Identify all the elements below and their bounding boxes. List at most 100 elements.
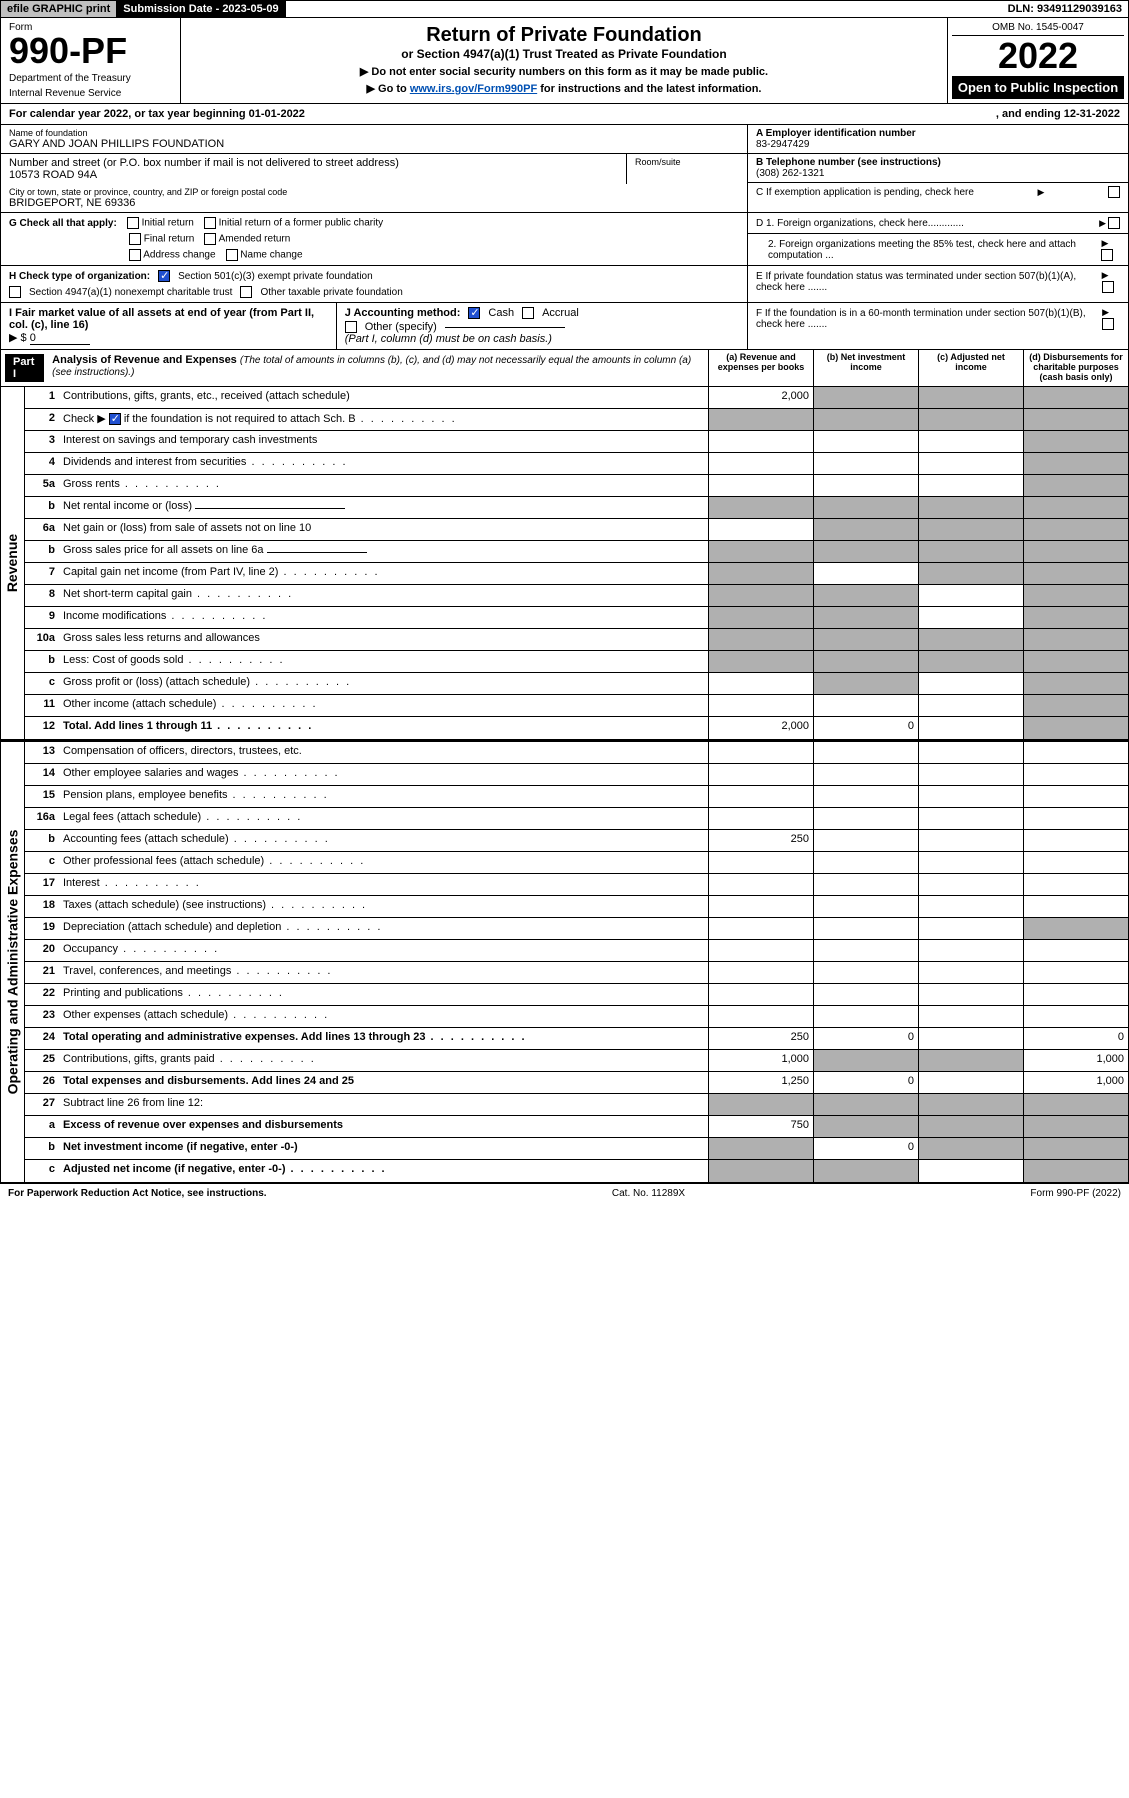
r11-c [918,695,1023,716]
g-d-block: G Check all that apply: Initial return I… [0,213,1129,266]
r16c-b [813,852,918,873]
r25-c [918,1050,1023,1071]
e-checkbox[interactable] [1102,281,1114,293]
chk-other-taxable[interactable] [240,286,252,298]
ln-7: 7 [25,563,59,584]
f-label: F If the foundation is in a 60-month ter… [756,308,1102,330]
chk-initial[interactable] [127,217,139,229]
d1-checkbox[interactable] [1108,217,1120,229]
r3-a [708,431,813,452]
row-11: 11Other income (attach schedule) [25,695,1128,717]
f-checkbox[interactable] [1102,318,1114,330]
row-12: 12Total. Add lines 1 through 112,0000 [25,717,1128,739]
row-25: 25Contributions, gifts, grants paid1,000… [25,1050,1128,1072]
chk-name-change[interactable] [226,249,238,261]
phone-label: B Telephone number (see instructions) [756,157,1120,168]
desc-11: Other income (attach schedule) [59,695,708,716]
r5a-b [813,475,918,496]
chk-sch-b[interactable] [109,413,121,425]
col-c-header: (c) Adjusted net income [918,350,1023,386]
irs-link[interactable]: www.irs.gov/Form990PF [410,83,537,95]
address-cell: Number and street (or P.O. box number if… [1,154,747,184]
r10c-d [1023,673,1128,694]
part1-title: Analysis of Revenue and Expenses [52,354,237,366]
r1-col-d [1023,387,1128,408]
r21-c [918,962,1023,983]
opex-body: 13Compensation of officers, directors, t… [25,742,1128,1182]
r10b-d [1023,651,1128,672]
r25-b [813,1050,918,1071]
desc-6b: Gross sales price for all assets on line… [59,541,708,562]
tax-year: 2022 [952,36,1124,76]
r9-c [918,607,1023,628]
desc-27b: Net investment income (if negative, ente… [59,1138,708,1159]
chk-final[interactable] [129,233,141,245]
r26-a: 1,250 [708,1072,813,1093]
desc-12: Total. Add lines 1 through 11 [59,717,708,739]
ln-26: 26 [25,1072,59,1093]
ln-5a: 5a [25,475,59,496]
foundation-name-cell: Name of foundation GARY AND JOAN PHILLIP… [1,125,747,154]
r4-a [708,453,813,474]
d1-label: D 1. Foreign organizations, check here..… [756,218,964,229]
r3-c [918,431,1023,452]
r5a-c [918,475,1023,496]
chk-other-method[interactable] [345,321,357,333]
c-checkbox[interactable] [1108,186,1120,198]
r17-c [918,874,1023,895]
header-left: Form 990-PF Department of the Treasury I… [1,18,181,103]
r27a-d [1023,1116,1128,1137]
r4-d [1023,453,1128,474]
r16c-d [1023,852,1128,873]
r9-b [813,607,918,628]
c-cell: C If exemption application is pending, c… [748,183,1128,201]
opex-table: Operating and Administrative Expenses 13… [0,740,1129,1183]
ln-16c: c [25,852,59,873]
g-initial-former: Initial return of a former public charit… [219,218,384,229]
r14-d [1023,764,1128,785]
row-2: 2 Check ▶ if the foundation is not requi… [25,409,1128,431]
h-opt3: Other taxable private foundation [260,287,402,298]
r3-b [813,431,918,452]
row-9: 9Income modifications [25,607,1128,629]
r23-d [1023,1006,1128,1027]
row-20: 20Occupancy [25,940,1128,962]
r27b-a [708,1138,813,1159]
r12-b: 0 [813,717,918,739]
desc-5a: Gross rents [59,475,708,496]
instr-goto: ▶ Go to www.irs.gov/Form990PF for instru… [187,82,941,95]
r3-d [1023,431,1128,452]
revenue-side-label: Revenue [1,387,25,739]
chk-amended[interactable] [204,233,216,245]
r17-d [1023,874,1128,895]
i-value: 0 [30,332,90,345]
r16a-d [1023,808,1128,829]
row-19: 19Depreciation (attach schedule) and dep… [25,918,1128,940]
desc-22: Printing and publications [59,984,708,1005]
chk-initial-former[interactable] [204,217,216,229]
ln-22: 22 [25,984,59,1005]
chk-accrual[interactable] [522,307,534,319]
r10a-a [708,629,813,650]
row-21: 21Travel, conferences, and meetings [25,962,1128,984]
chk-501c3[interactable] [158,270,170,282]
r27-b [813,1094,918,1115]
g-amended: Amended return [219,234,291,245]
row-17: 17Interest [25,874,1128,896]
r2-col-b [813,409,918,430]
chk-4947[interactable] [9,286,21,298]
r5a-a [708,475,813,496]
r26-b: 0 [813,1072,918,1093]
r27-a [708,1094,813,1115]
r27b-d [1023,1138,1128,1159]
row-18: 18Taxes (attach schedule) (see instructi… [25,896,1128,918]
r5b-d [1023,497,1128,518]
ln-10b: b [25,651,59,672]
j-note: (Part I, column (d) must be on cash basi… [345,333,739,345]
r8-a [708,585,813,606]
chk-cash[interactable] [468,307,480,319]
desc-13: Compensation of officers, directors, tru… [59,742,708,763]
footer-mid: Cat. No. 11289X [612,1188,685,1199]
d2-checkbox[interactable] [1101,249,1113,261]
chk-addr-change[interactable] [129,249,141,261]
